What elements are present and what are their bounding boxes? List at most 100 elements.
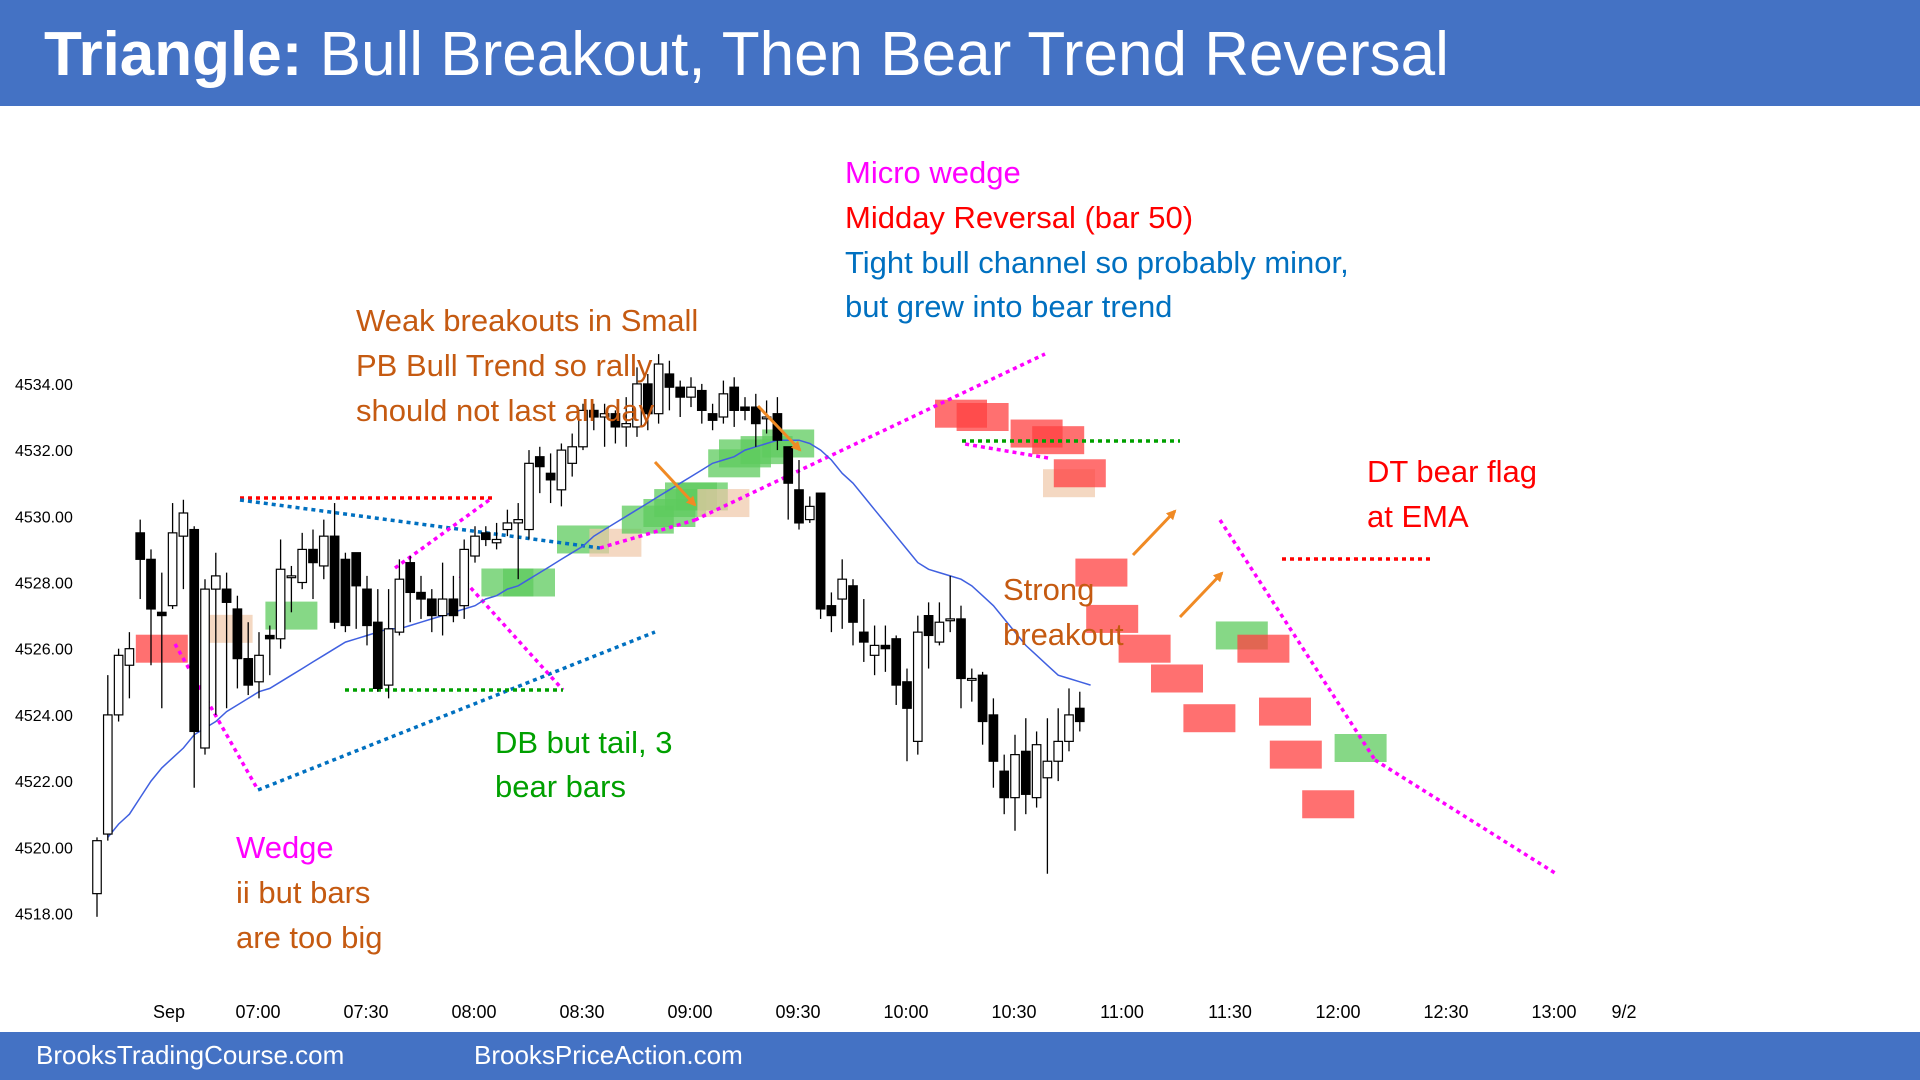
dotted-trend-line	[458, 574, 565, 692]
chart-title-rest: Bull Breakout, Then Bear Trend Reversal	[319, 20, 1449, 89]
note-strong-2: breakout	[1003, 617, 1124, 652]
candle-bear	[329, 535, 340, 623]
candle-bear	[416, 591, 426, 600]
note-micro-wedge: Micro wedge	[845, 155, 1021, 190]
x-tick-label: Sep	[153, 1002, 185, 1022]
y-tick-label: 4520.00	[15, 840, 73, 857]
y-tick-label: 4522.00	[15, 774, 73, 791]
candle-bull	[556, 449, 567, 491]
candle-bear	[221, 588, 232, 603]
arrow-icon	[1178, 571, 1224, 619]
candle-bull	[632, 383, 642, 428]
note-weak-2: PB Bull Trend so rally	[356, 348, 653, 383]
note-ii-1: ii but bars	[236, 875, 371, 910]
note-dt-2: at EMA	[1367, 499, 1469, 534]
y-tick-label: 4524.00	[15, 708, 73, 725]
x-tick-label: 13:00	[1531, 1002, 1576, 1022]
candle-bull	[502, 522, 513, 531]
x-tick-label: 11:00	[1100, 1002, 1144, 1022]
candle-bear	[642, 383, 653, 415]
candle-bear	[848, 585, 858, 623]
x-tick-label: 9/2	[1611, 1002, 1636, 1022]
dotted-trend-line	[964, 442, 1049, 460]
candle-bear	[135, 532, 146, 560]
axes: 4518.00 4520.00 4522.00 4524.00 4526.00 4528.…	[15, 377, 1637, 1022]
candle-bear	[362, 588, 372, 627]
footer-right-site: BrooksPriceAction.com	[474, 1040, 743, 1070]
dotted-trend-line	[1374, 758, 1556, 875]
candle-bull	[837, 578, 848, 600]
highlight-box-bear	[1259, 697, 1311, 726]
note-db-1: DB but tail, 3	[495, 725, 673, 760]
x-tick-label: 09:00	[667, 1002, 712, 1022]
highlight-box-bear	[1053, 459, 1106, 488]
highlight-box-bear	[1237, 634, 1290, 663]
candle-bull	[92, 840, 102, 895]
candle-bear	[448, 598, 459, 617]
candle-bear	[858, 631, 869, 643]
chart-title-bold: Triangle:	[44, 20, 303, 89]
note-wedge: Wedge	[236, 830, 334, 865]
highlight-box-bear	[1302, 790, 1355, 819]
candle-bear	[588, 409, 599, 418]
candle-bull	[1010, 754, 1020, 799]
dotted-trend-line	[239, 498, 601, 550]
candle-bear	[729, 386, 740, 411]
note-ii-2: are too big	[236, 920, 383, 955]
note-weak-1: Weak breakouts in Small	[356, 303, 699, 338]
candle-bear	[372, 621, 383, 690]
candle-bear	[534, 456, 545, 468]
candle-bear	[740, 406, 750, 411]
note-tight-channel-1: Tight bull channel so probably minor,	[845, 245, 1349, 280]
candle-bull	[437, 598, 448, 617]
candle-bear	[340, 558, 351, 627]
arrow-icon	[1131, 509, 1177, 557]
x-tick-label: 10:00	[883, 1002, 928, 1022]
x-tick-label: 08:00	[451, 1002, 496, 1022]
dotted-trend-line	[599, 518, 696, 550]
candle-bull	[524, 462, 534, 531]
candle-bull	[869, 644, 880, 656]
candle-bear	[902, 681, 912, 709]
candle-bear	[308, 548, 318, 564]
candle-bull	[275, 568, 286, 640]
candle-bear	[696, 389, 707, 411]
highlight-box-bear	[956, 403, 1009, 431]
candle-bull	[124, 648, 135, 666]
candle-bear	[923, 614, 934, 637]
candle-bear	[156, 611, 167, 617]
candle-bear	[664, 373, 675, 388]
candle-bear	[891, 638, 902, 686]
candle-bull	[297, 548, 308, 584]
dotted-trend-line	[173, 643, 260, 791]
trend-lines	[173, 352, 1556, 875]
candle-bear	[988, 714, 999, 762]
x-tick-label: 07:30	[343, 1002, 388, 1022]
x-tick-label: 12:30	[1423, 1002, 1468, 1022]
candle-bull	[318, 535, 329, 567]
arrows	[653, 404, 1224, 619]
candle-bear	[783, 446, 794, 484]
y-tick-label: 4528.00	[15, 576, 73, 593]
candle-bear	[426, 598, 437, 617]
candle-bull	[1031, 744, 1042, 799]
highlight-box-bull	[503, 568, 555, 597]
candle-bull	[1064, 714, 1074, 742]
candle-bear	[977, 674, 988, 723]
y-tick-label: 4532.00	[15, 443, 73, 460]
candle-bear	[480, 532, 491, 541]
title-banner: Triangle: Bull Breakout, Then Bear Trend…	[0, 0, 1920, 106]
highlight-box-bear	[1075, 558, 1128, 587]
y-tick-label: 4530.00	[15, 509, 73, 526]
candle-bear	[146, 558, 156, 610]
x-tick-label: 08:30	[559, 1002, 604, 1022]
candle-bear	[232, 608, 243, 660]
candle-bear	[610, 413, 621, 428]
candle-bear	[675, 386, 686, 398]
arrow-icon	[653, 460, 697, 507]
ema-layer	[107, 439, 1091, 838]
highlight-boxes	[135, 399, 1387, 819]
candle-bull	[200, 588, 210, 749]
y-tick-label: 4526.00	[15, 642, 73, 659]
x-tick-label: 12:00	[1315, 1002, 1360, 1022]
